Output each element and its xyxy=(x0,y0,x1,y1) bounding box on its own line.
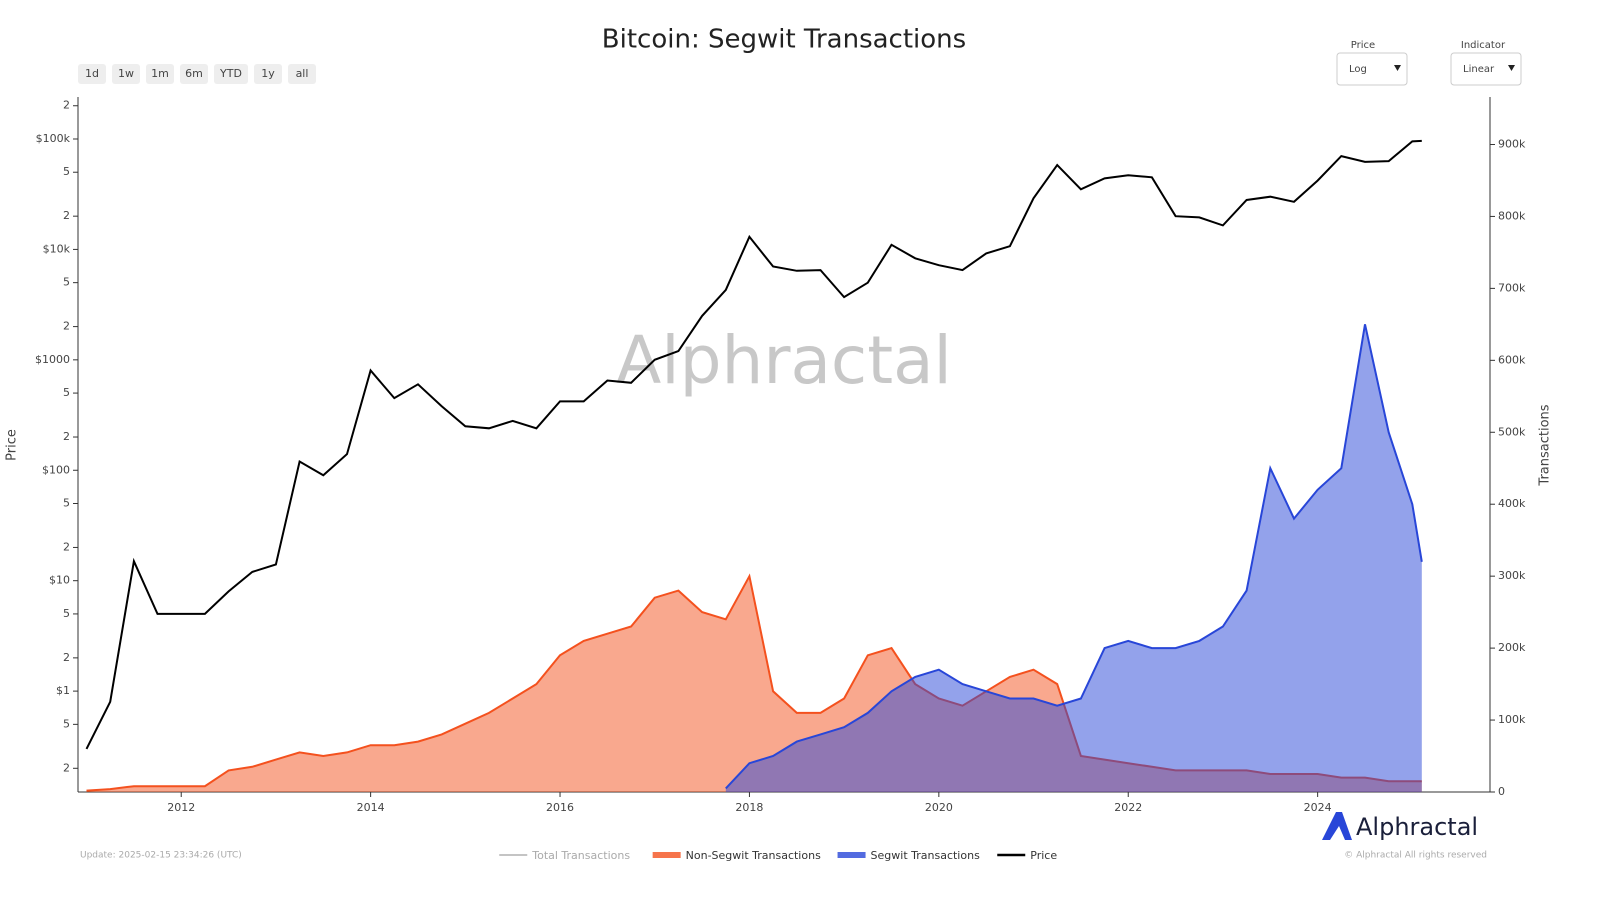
range-button-label: all xyxy=(296,67,309,80)
y-tick-label: 2 xyxy=(63,651,70,664)
y2-tick-label: 200k xyxy=(1498,641,1526,654)
range-button-label: YTD xyxy=(219,67,242,80)
y-tick-label: $1 xyxy=(56,684,70,697)
y-tick-label: 5 xyxy=(63,717,70,730)
y-tick-label: 2 xyxy=(63,430,70,443)
price-select[interactable] xyxy=(1336,52,1408,86)
y-tick-label: $10k xyxy=(43,242,71,255)
select-label: Indicator xyxy=(1461,40,1506,51)
legend-label[interactable]: Non-Segwit Transactions xyxy=(686,849,821,862)
update-text: Update: 2025-02-15 23:34:26 (UTC) xyxy=(80,851,242,861)
legend-label[interactable]: Price xyxy=(1030,849,1057,862)
y2-tick-label: 800k xyxy=(1498,209,1526,222)
y2-tick-label: 900k xyxy=(1498,137,1526,150)
legend-label[interactable]: Total Transactions xyxy=(531,849,630,862)
y-tick-label: $1000 xyxy=(35,353,70,366)
x-tick-label: 2012 xyxy=(167,801,195,814)
range-button[interactable] xyxy=(254,64,282,84)
y-tick-label: 2 xyxy=(63,320,70,333)
y-axis-label: Price xyxy=(5,429,20,461)
y-tick-label: 5 xyxy=(63,276,70,289)
select-value: Log xyxy=(1349,64,1367,75)
dropdown-arrow xyxy=(1508,65,1515,71)
y2-tick-label: 300k xyxy=(1498,569,1526,582)
y-tick-label: 5 xyxy=(63,497,70,510)
x-tick-label: 2024 xyxy=(1304,801,1332,814)
range-button[interactable] xyxy=(146,64,174,84)
y-tick-label: 5 xyxy=(63,607,70,620)
y-tick-label: 2 xyxy=(63,209,70,222)
range-button[interactable] xyxy=(112,64,140,84)
y-tick-label: $10 xyxy=(49,574,70,587)
area xyxy=(725,324,1422,792)
range-button-label: 1m xyxy=(151,67,169,80)
y-tick-label: 2 xyxy=(63,99,70,112)
x-tick-label: 2022 xyxy=(1114,801,1142,814)
legend-swatch[interactable] xyxy=(837,852,866,858)
range-button-label: 1y xyxy=(261,67,275,80)
logo-icon xyxy=(1322,812,1352,840)
legend-swatch[interactable] xyxy=(652,852,681,858)
y2-tick-label: 100k xyxy=(1498,713,1526,726)
select-value: Linear xyxy=(1463,64,1495,75)
y2-tick-label: 600k xyxy=(1498,353,1526,366)
x-tick-label: 2014 xyxy=(357,801,385,814)
range-button-label: 1w xyxy=(118,67,134,80)
area xyxy=(86,576,1422,792)
range-button[interactable] xyxy=(214,64,248,84)
y2-tick-label: 0 xyxy=(1498,785,1505,798)
y-tick-label: 5 xyxy=(63,165,70,178)
select-label: Price xyxy=(1351,40,1375,51)
copyright: © Alphractal All rights reserved xyxy=(1344,851,1487,861)
y-tick-label: 5 xyxy=(63,386,70,399)
y-tick-label: $100 xyxy=(42,463,70,476)
area-edge xyxy=(725,324,1423,790)
y2-axis-label: Transactions xyxy=(1538,404,1553,486)
price-line xyxy=(85,139,1422,750)
chart-title: Bitcoin: Segwit Transactions xyxy=(602,25,966,55)
logo-text: Alphractal xyxy=(1356,813,1478,841)
indicator-select[interactable] xyxy=(1450,52,1522,86)
y-tick-label: 2 xyxy=(63,540,70,553)
range-button-label: 1d xyxy=(85,67,99,80)
y-tick-label: $100k xyxy=(36,132,71,145)
x-tick-label: 2020 xyxy=(925,801,953,814)
y2-tick-label: 500k xyxy=(1498,425,1526,438)
y-tick-label: 2 xyxy=(63,761,70,774)
range-button-label: 6m xyxy=(185,67,203,80)
range-button[interactable] xyxy=(288,64,316,84)
x-tick-label: 2018 xyxy=(735,801,763,814)
x-tick-label: 2016 xyxy=(546,801,574,814)
y2-tick-label: 400k xyxy=(1498,497,1526,510)
range-button[interactable] xyxy=(180,64,208,84)
legend-label[interactable]: Segwit Transactions xyxy=(871,849,981,862)
dropdown-arrow xyxy=(1394,65,1401,71)
range-button[interactable] xyxy=(78,64,106,84)
y2-tick-label: 700k xyxy=(1498,281,1526,294)
watermark: Alphractal xyxy=(616,322,952,399)
